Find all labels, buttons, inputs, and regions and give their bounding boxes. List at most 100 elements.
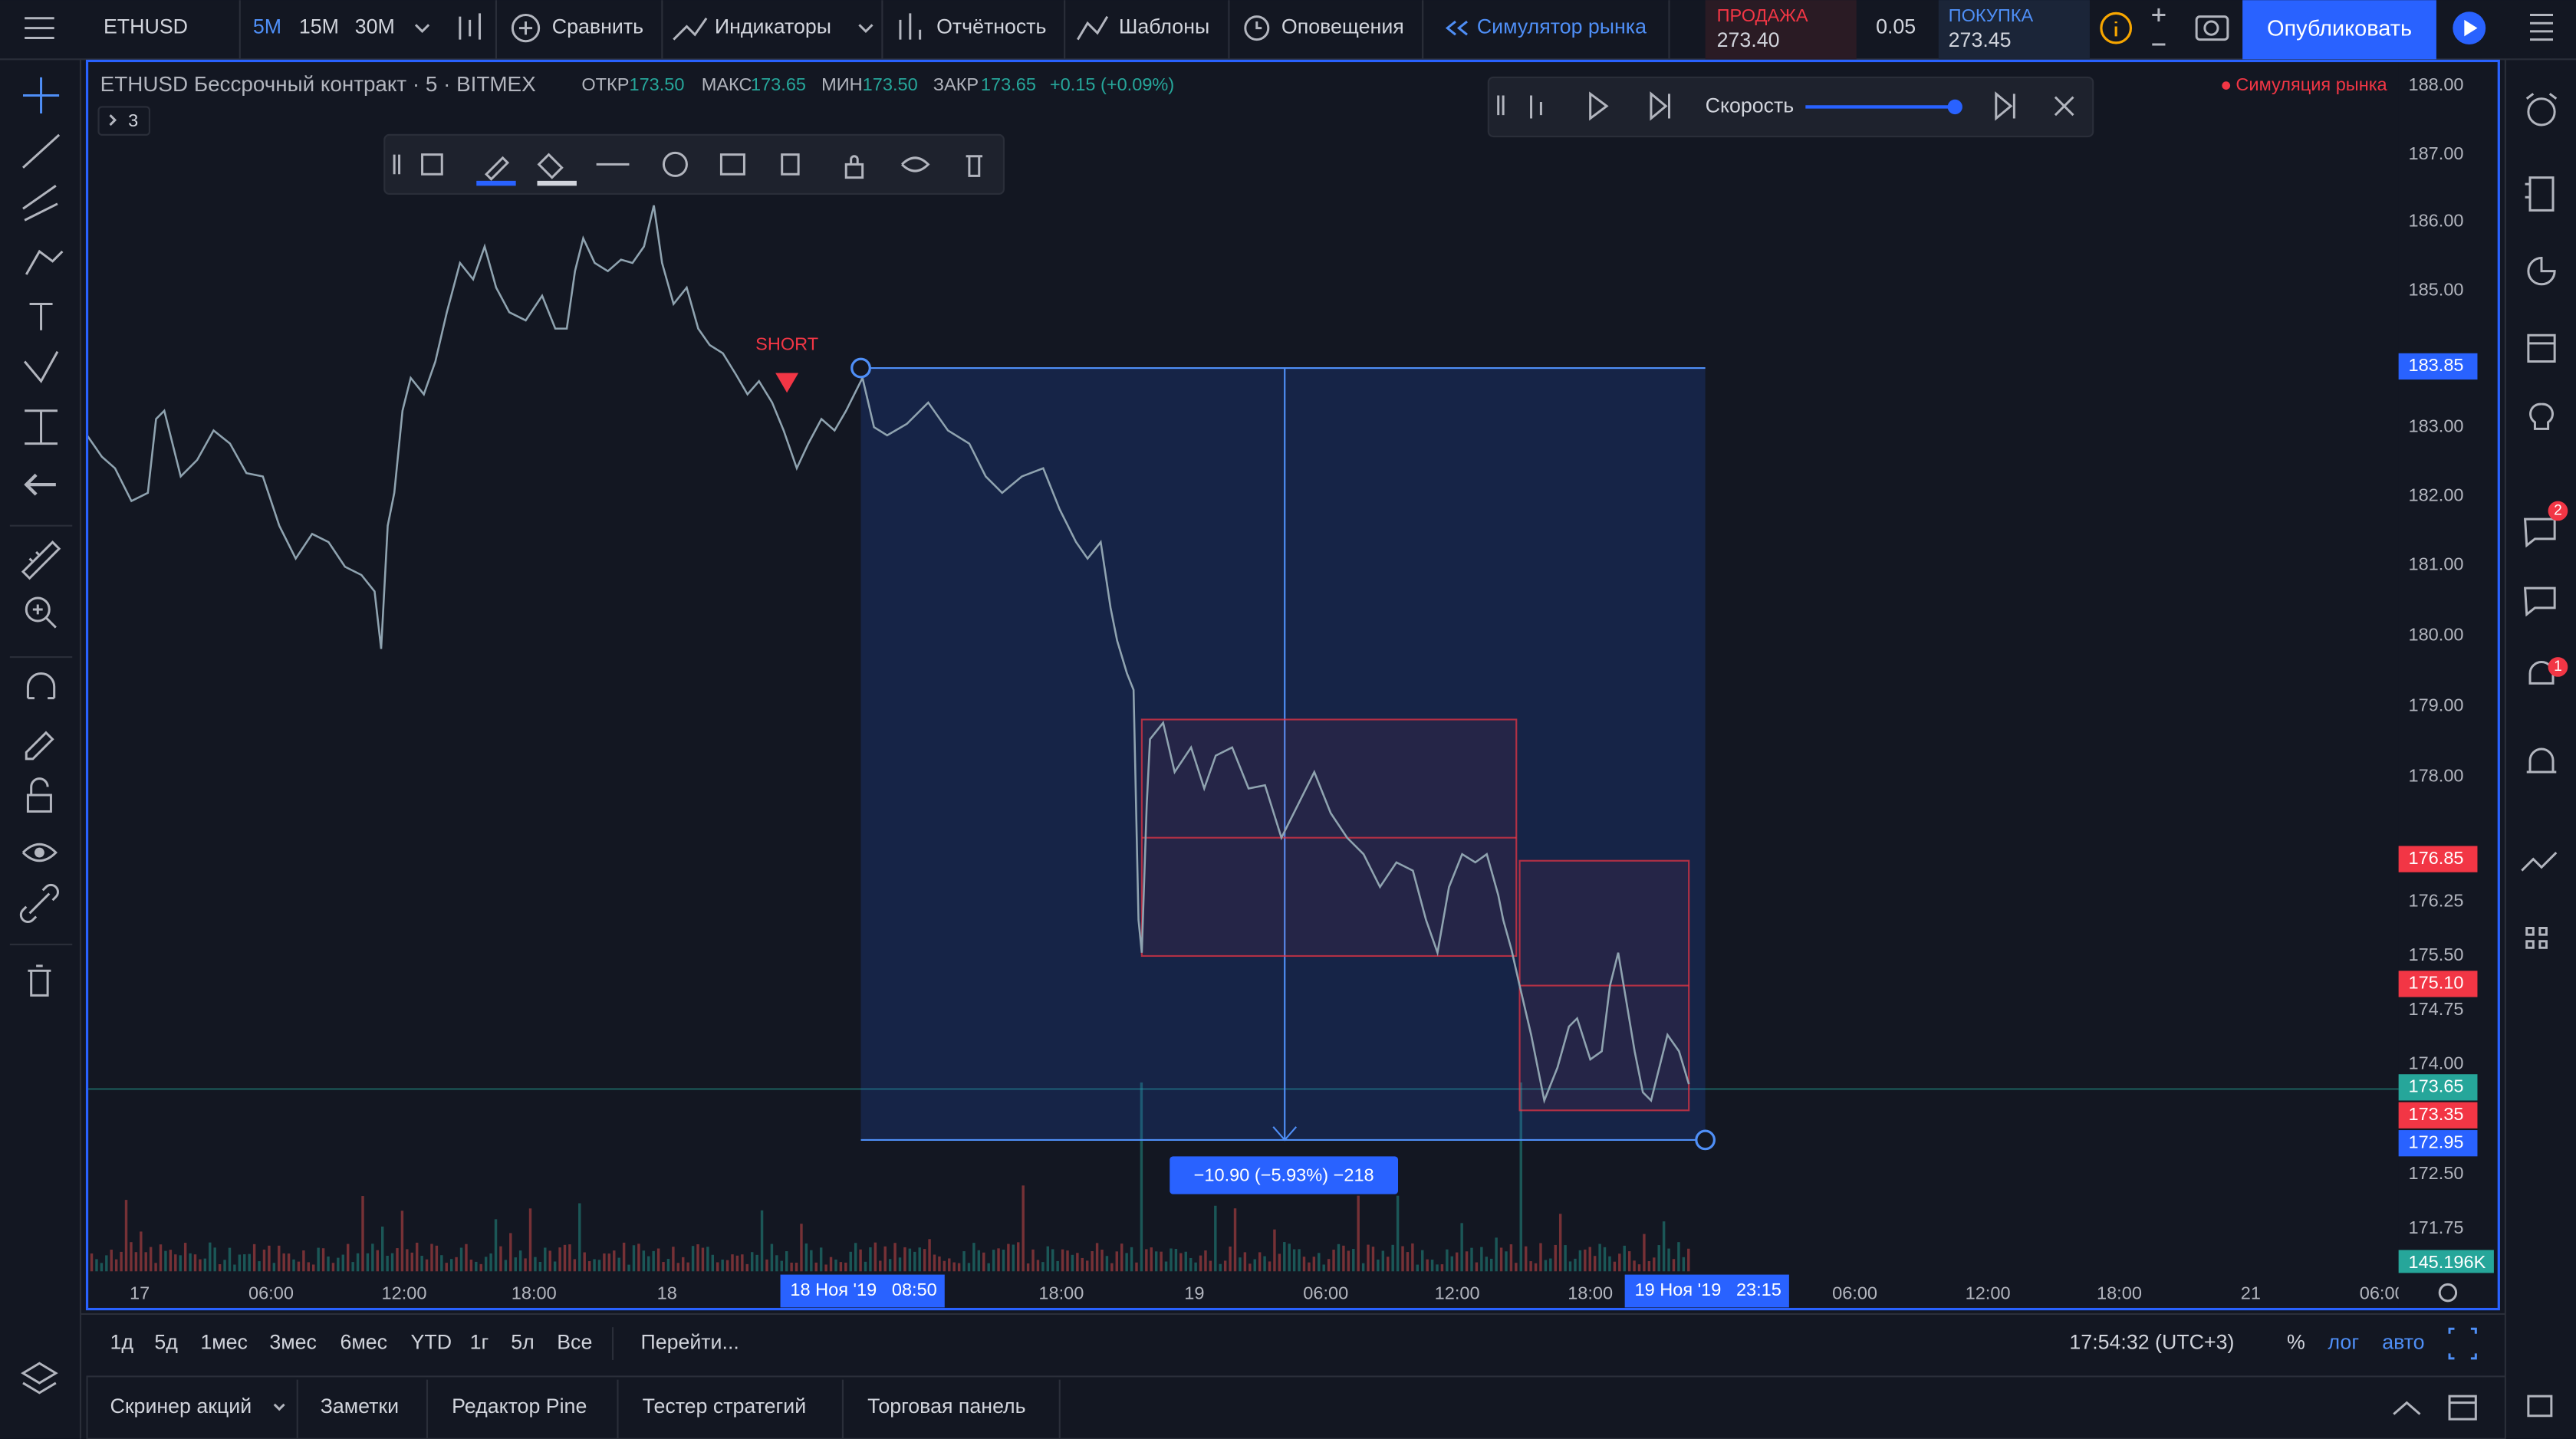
volume-bar — [278, 1245, 281, 1272]
range-button[interactable]: 3мес — [269, 1331, 317, 1354]
volume-bar — [169, 1250, 173, 1272]
indicators-button[interactable]: Индикаторы — [715, 15, 831, 38]
volume-bar — [918, 1247, 921, 1272]
buy-box[interactable] — [1938, 0, 2090, 60]
top-toolbar-part — [25, 17, 54, 39]
volume-bar — [371, 1244, 374, 1272]
range-button[interactable]: 1г — [470, 1331, 489, 1354]
volume-bar — [1608, 1256, 1611, 1272]
volume-bar — [583, 1252, 586, 1272]
volume-bar — [1184, 1251, 1187, 1272]
panel-tab[interactable]: Редактор Pine — [452, 1395, 587, 1418]
drawing-toolbar — [383, 133, 1005, 195]
time-tick: 12:00 — [382, 1283, 427, 1303]
sell-price[interactable]: 273.40 — [1717, 28, 1780, 51]
volume-bar — [110, 1249, 113, 1272]
price-badge: 172.95 — [2408, 1132, 2463, 1152]
volume-bar — [130, 1242, 133, 1272]
left-toolbar-part — [24, 473, 56, 496]
alerts-button[interactable]: Оповещения — [1281, 15, 1404, 38]
speed-handle[interactable] — [1947, 99, 1962, 115]
volume-bar — [1406, 1252, 1410, 1272]
volume-bar — [672, 1247, 675, 1272]
time-tick: 06:00 — [1303, 1283, 1348, 1303]
legend-label: МИН — [821, 74, 863, 94]
volume-bar — [1475, 1262, 1479, 1272]
panel-tab[interactable]: Торговая панель — [867, 1395, 1026, 1418]
top-toolbar-part — [2203, 20, 2219, 36]
panel-tab[interactable]: Тестер стратегий — [643, 1395, 807, 1418]
measure-box[interactable] — [860, 368, 1706, 1140]
price-axis-part — [2398, 1074, 2478, 1101]
compare-button[interactable]: Сравнить — [552, 15, 643, 38]
interval[interactable]: 5М — [253, 15, 281, 38]
goto-button[interactable]: Перейти... — [640, 1331, 739, 1354]
volume-bar — [302, 1250, 305, 1272]
volume-bar — [479, 1263, 482, 1272]
volume-bar — [1667, 1248, 1670, 1272]
volume-bar — [948, 1258, 951, 1272]
time-tick: 06:00 — [1832, 1283, 1877, 1303]
price-badge: 145.196K — [2408, 1252, 2486, 1272]
percent-toggle[interactable]: % — [2287, 1331, 2305, 1354]
time-axis-part — [87, 1273, 2498, 1309]
volume-bar — [1391, 1244, 1394, 1272]
volume-bar — [499, 1246, 502, 1272]
price-tick: 176.25 — [2408, 891, 2463, 911]
panel-tab[interactable]: Скринер акций — [110, 1395, 252, 1418]
range-button[interactable]: 1д — [110, 1331, 134, 1354]
range-button[interactable]: 5д — [154, 1331, 178, 1354]
volume-bars — [90, 1082, 1690, 1272]
panel-tab[interactable]: Заметки — [321, 1395, 399, 1418]
auto-toggle[interactable]: авто — [2382, 1331, 2424, 1354]
volume-bar — [765, 1259, 768, 1272]
volume-bar — [578, 1203, 581, 1272]
reports-button[interactable]: Отчётность — [936, 15, 1046, 38]
chart-pane-part — [393, 152, 983, 181]
range-button[interactable]: 6мес — [340, 1331, 387, 1354]
volume-bar — [785, 1251, 788, 1272]
volume-bar — [1337, 1244, 1341, 1272]
measure-handle[interactable] — [850, 357, 871, 379]
volume-bar — [1189, 1257, 1193, 1272]
volume-bar — [1633, 1260, 1636, 1272]
volume-bar — [1046, 1246, 1050, 1272]
volume-bar — [331, 1263, 335, 1272]
sell-label[interactable]: ПРОДАЖА — [1717, 5, 1808, 25]
volume-bar — [849, 1251, 852, 1272]
replay-button[interactable]: Симулятор рынка — [1477, 15, 1647, 38]
log-toggle[interactable]: лог — [2328, 1331, 2360, 1354]
volume-bar — [287, 1253, 291, 1272]
range-button[interactable]: YTD — [411, 1331, 452, 1354]
volume-bar — [1288, 1244, 1291, 1272]
indicators-count[interactable]: 3 — [128, 110, 138, 130]
volume-bar — [1268, 1261, 1272, 1272]
volume-bar — [760, 1210, 764, 1272]
volume-bar — [1233, 1208, 1237, 1272]
interval[interactable]: 30М — [355, 15, 395, 38]
sell-box[interactable] — [1705, 0, 1857, 60]
range-button[interactable]: 5л — [511, 1331, 535, 1354]
buy-price[interactable]: 273.45 — [1949, 28, 2012, 51]
publish-button[interactable] — [2242, 0, 2436, 60]
range-button[interactable]: 1мес — [200, 1331, 248, 1354]
volume-bar — [430, 1244, 433, 1272]
volume-bar — [731, 1254, 734, 1272]
volume-bar — [691, 1246, 695, 1272]
interval[interactable]: 15М — [299, 15, 339, 38]
publish-label[interactable]: Опубликовать — [2267, 16, 2412, 41]
bottom-bar-part — [2393, 1395, 2477, 1421]
ideas-badge: 1 — [2554, 659, 2562, 675]
measure-handle[interactable] — [1695, 1129, 1716, 1151]
indicators-toggle[interactable] — [97, 106, 151, 136]
measure-arrow — [1272, 368, 1298, 1142]
templates-button[interactable]: Шаблоны — [1119, 15, 1209, 38]
volume-bar — [489, 1253, 492, 1272]
volume-bar — [1100, 1249, 1104, 1272]
left-toolbar-part — [9, 524, 73, 946]
volume-bar — [1051, 1249, 1054, 1272]
volume-bar — [1076, 1253, 1079, 1272]
buy-label[interactable]: ПОКУПКА — [1949, 5, 2034, 25]
symbol[interactable]: ETHUSD — [104, 15, 188, 38]
range-button[interactable]: Все — [557, 1331, 592, 1354]
